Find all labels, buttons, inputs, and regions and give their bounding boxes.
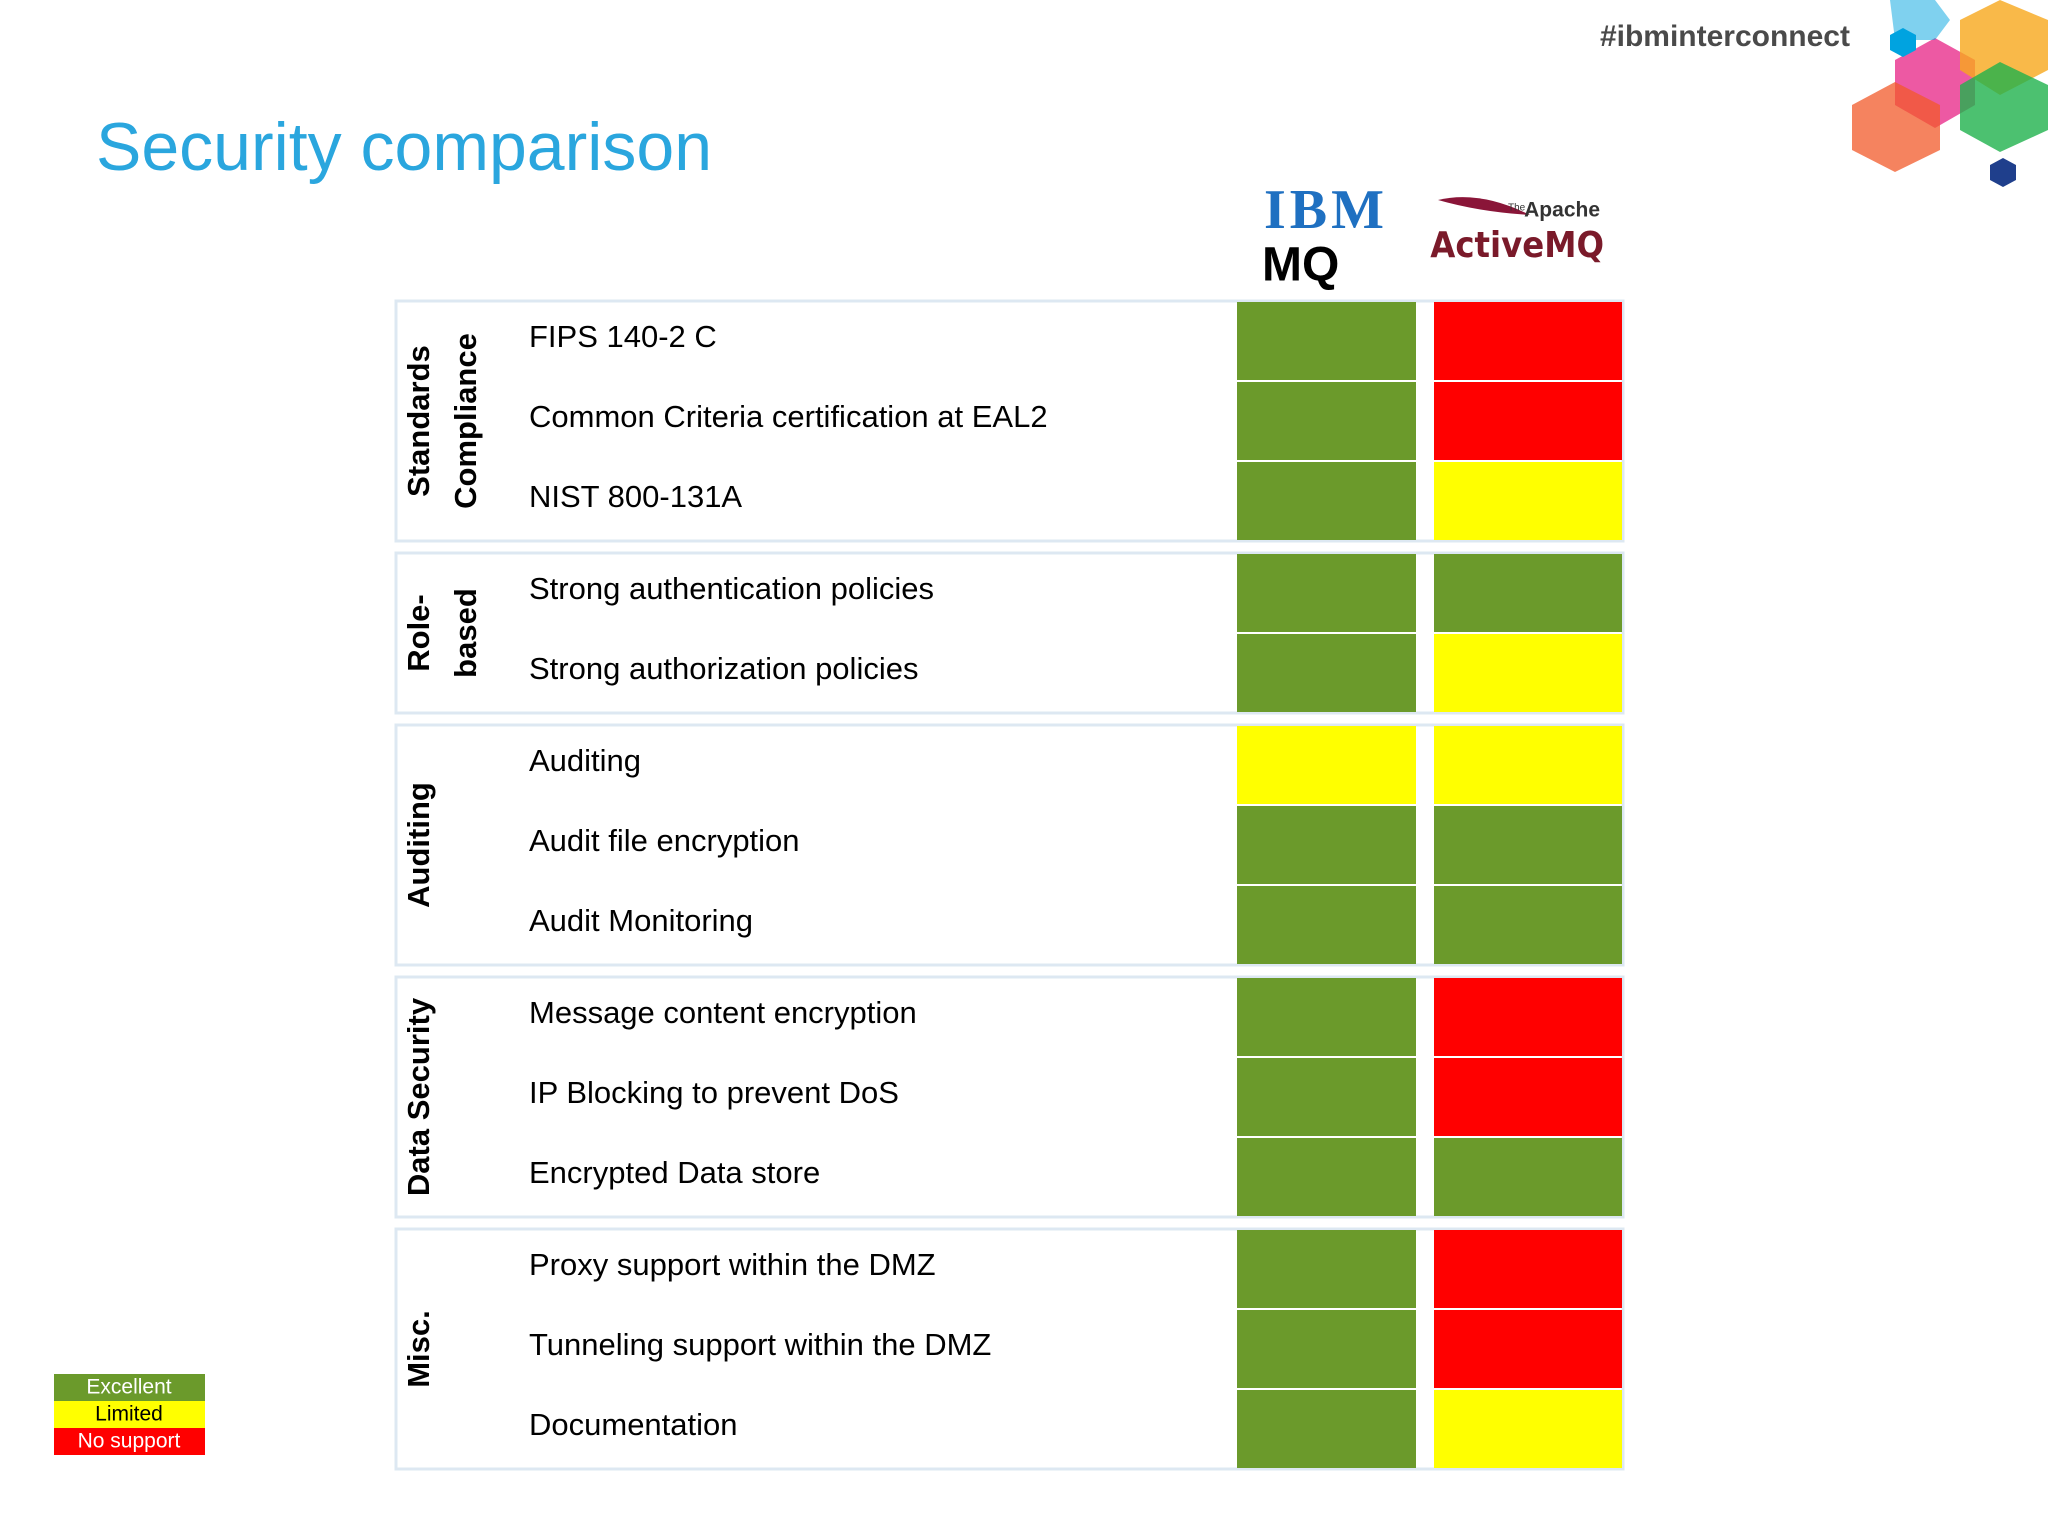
group-box [394, 1227, 1625, 1471]
feather [1438, 197, 1530, 215]
group-label: Data Security [401, 997, 436, 1196]
mq-rating [1237, 726, 1416, 804]
mq-rating [1237, 1230, 1416, 1308]
title: Security comparison [96, 109, 712, 185]
mq-name: MQ [1262, 239, 1339, 292]
mq-rating [1237, 1390, 1416, 1468]
group: Data Security Message content encryption I… [394, 975, 1625, 1219]
group-box [394, 299, 1625, 543]
mq-rating [1237, 886, 1416, 964]
legend: Excellent Limited No support [54, 1374, 205, 1455]
group: Role-based Strong authentication policies… [394, 551, 1625, 715]
group-box [394, 551, 1625, 715]
group-label: based [448, 588, 483, 678]
amq-rating [1434, 806, 1622, 884]
group-box [394, 723, 1625, 967]
amq-rating [1434, 1310, 1622, 1388]
legend-label: Limited [95, 1403, 163, 1426]
amq-rating [1434, 1138, 1622, 1216]
amq-rating [1434, 726, 1622, 804]
amq-rating [1434, 462, 1622, 540]
row-label: NIST 800-131A [529, 479, 742, 514]
group-label: Compliance [448, 333, 483, 509]
mq-rating [1237, 462, 1416, 540]
legend-swatch [54, 1374, 205, 1401]
amq-rating [1434, 554, 1622, 632]
mq-rating [1237, 634, 1416, 712]
row-label: Message content encryption [529, 995, 917, 1030]
legend-swatch [54, 1401, 205, 1428]
amq-prefix: The [1508, 203, 1526, 214]
group: Auditing Auditing Audit file encryption Aud… [394, 723, 1625, 967]
row-label: Encrypted Data store [529, 1155, 820, 1190]
mq-rating [1237, 302, 1416, 380]
mq-rating [1237, 1310, 1416, 1388]
amq-rating [1434, 1058, 1622, 1136]
row-label: Common Criteria certification at EAL2 [529, 399, 1048, 434]
mq-rating [1237, 382, 1416, 460]
row-label: Audit Monitoring [529, 903, 753, 938]
group-label: Auditing [401, 782, 436, 908]
row-label: Strong authorization policies [529, 651, 918, 686]
group-label: Misc. [401, 1310, 436, 1388]
amq-rating [1434, 302, 1622, 380]
row-label: Tunneling support within the DMZ [529, 1327, 991, 1362]
hashtag: #ibminterconnect [1600, 20, 1850, 53]
legend-swatch [54, 1428, 205, 1455]
amq-rating [1434, 1230, 1622, 1308]
amq-rating [1434, 978, 1622, 1056]
comparison-table: Standards Compliance FIPS 140-2 C Common Cr… [394, 299, 1625, 1471]
mq-rating [1237, 978, 1416, 1056]
apache-brand: Apache [1524, 199, 1600, 222]
row-label: Documentation [529, 1407, 738, 1442]
amq-rating [1434, 886, 1622, 964]
row-label: Strong authentication policies [529, 571, 934, 606]
group-label: Role- [401, 594, 436, 672]
group-label: Standards [401, 345, 436, 497]
decoration [1852, 0, 2048, 187]
group-box [394, 975, 1625, 1219]
mq-rating [1237, 554, 1416, 632]
amq-rating [1434, 634, 1622, 712]
row-label: Auditing [529, 743, 641, 778]
row-label: IP Blocking to prevent DoS [529, 1075, 899, 1110]
mq-rating [1237, 1138, 1416, 1216]
mq-rating [1237, 1058, 1416, 1136]
group: Misc. Proxy support within the DMZ Tunneli… [394, 1227, 1625, 1471]
amq-rating [1434, 382, 1622, 460]
group: Standards Compliance FIPS 140-2 C Common Cr… [394, 299, 1625, 543]
ibm-logo: IBM [1264, 179, 1388, 241]
legend-label: No support [78, 1430, 181, 1453]
row-label: Proxy support within the DMZ [529, 1247, 936, 1282]
amq-rating [1434, 1390, 1622, 1468]
mq-rating [1237, 806, 1416, 884]
row-label: FIPS 140-2 C [529, 319, 717, 354]
activemq-name: ActiveMQ [1430, 225, 1604, 266]
row-label: Audit file encryption [529, 823, 800, 858]
legend-label: Excellent [86, 1376, 171, 1399]
